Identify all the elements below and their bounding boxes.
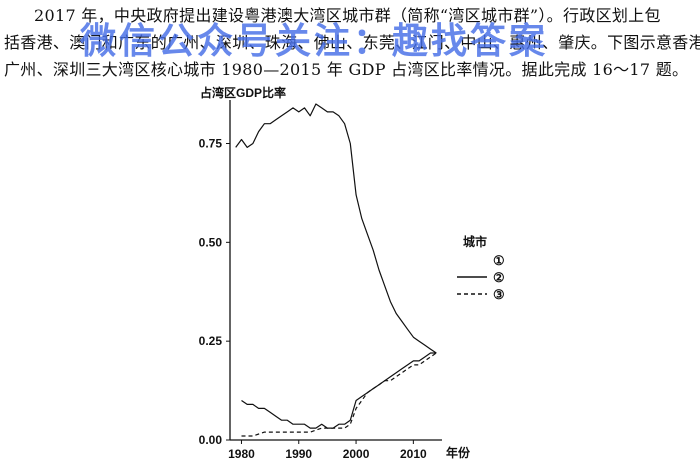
ticks: 0.00 0.25 0.50 0.75 1980 1990 2000 2010 [199,136,427,461]
x-tick-label: 1980 [228,447,255,461]
y-axis-label: 占湾区GDP比率 [200,85,286,100]
series-line-3 [241,352,437,437]
question-text: 2017 年，中央政府提出建设粤港澳大湾区城市群（简称“湾区城市群”）。行政区划… [4,2,700,83]
watermark: 微信公众号关注：趣找答案 [80,21,549,62]
question-line-1: 2017 年，中央政府提出建设粤港澳大湾区城市群（简称“湾区城市群”）。行政区划… [34,6,661,25]
question-line-3: 广州、深圳三大湾区核心城市 1980—2015 年 GDP 占湾区比率情况。据此… [4,60,689,79]
legend-label-2: ② [493,270,505,285]
legend-title: 城市 [463,234,487,249]
y-tick-label: 0.75 [199,136,223,150]
legend-label-3: ③ [493,287,505,302]
x-tick-label: 2010 [400,447,427,461]
x-axis-label: 年份 [446,445,471,460]
x-tick-label: 2000 [343,447,370,461]
legend: 城市 ① ② ③ [457,234,505,302]
legend-label-1: ① [493,253,505,268]
series-lines [235,103,437,437]
y-tick-label: 0.50 [199,235,223,249]
y-tick-label: 0.25 [199,334,223,348]
axes [229,100,442,441]
series-line-2 [241,352,437,429]
series-line-1 [235,103,437,354]
question-line-2: 括香港、澳门和广东的广州、深圳、珠海、佛山、东莞、江门、中山、惠州、肇庆。下图示… [4,33,700,52]
y-tick-label: 0.00 [199,433,223,447]
x-tick-label: 1990 [285,447,312,461]
